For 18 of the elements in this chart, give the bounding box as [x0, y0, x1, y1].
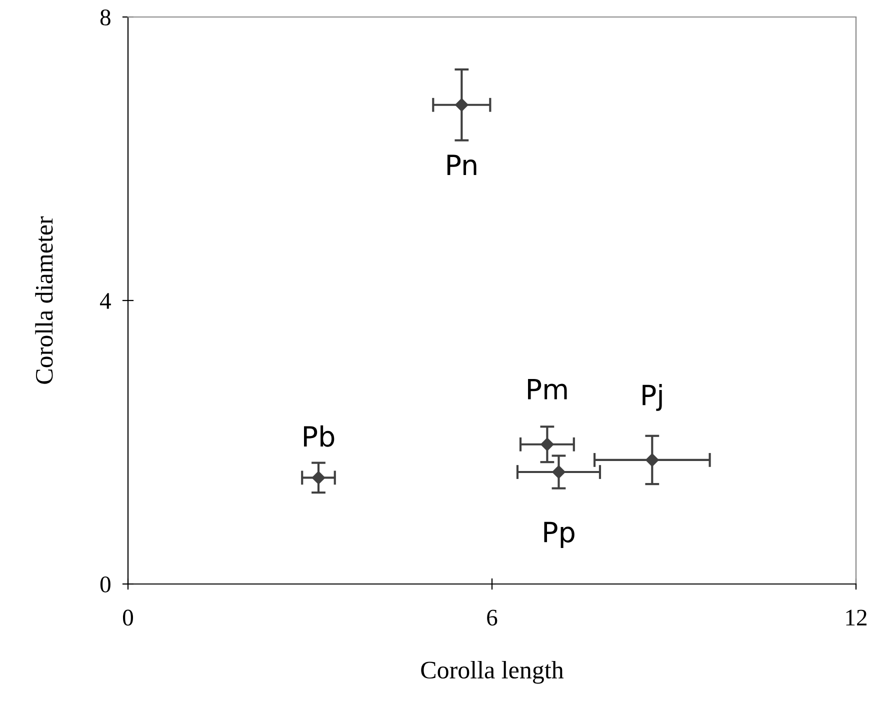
point	[646, 453, 659, 467]
annotation: Pp	[544, 522, 574, 548]
point	[540, 438, 554, 451]
y-tick-label: 0	[100, 576, 110, 592]
x-tick-label: 12	[846, 610, 867, 626]
x-tick-label: 0	[122, 610, 134, 626]
point	[312, 471, 326, 484]
annotation: Pn	[447, 154, 476, 176]
x-axis-title: Corolla length	[421, 660, 564, 684]
annotation: Pj	[642, 384, 662, 411]
point	[455, 98, 468, 112]
y-tick-label: 8	[100, 9, 110, 26]
point	[552, 465, 566, 479]
y-tick-label: 4	[100, 293, 111, 309]
annotation: Pb	[304, 425, 334, 447]
x-tick-label: 6	[487, 610, 498, 626]
annotation: Pm	[528, 379, 567, 400]
y-axis-title: Corolla diameter	[35, 216, 53, 384]
